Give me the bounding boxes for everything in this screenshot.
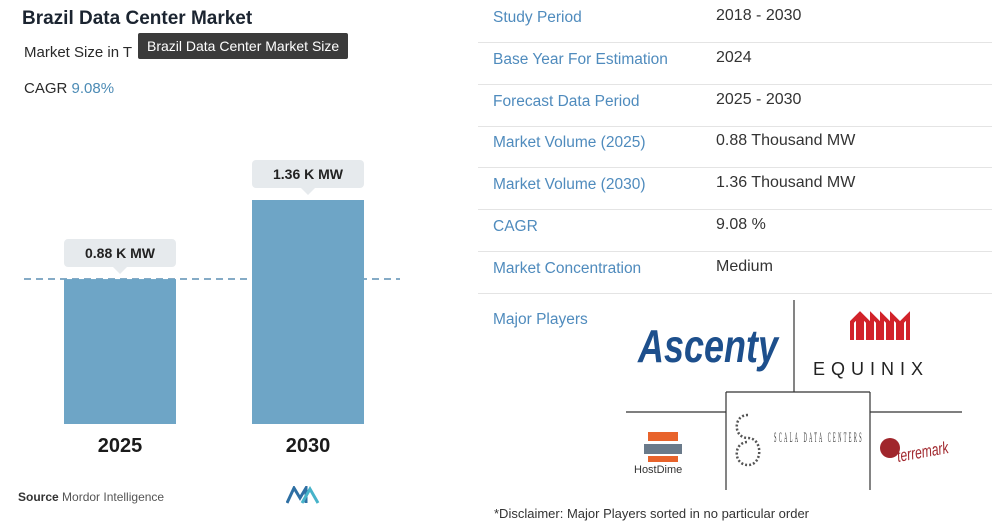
data-label-pointer [113, 267, 127, 275]
info-row-label: Study Period [493, 9, 582, 26]
data-label-2030: 1.36 K MW [252, 160, 364, 195]
info-row: Market Volume (2030) 1.36 Thousand MW [478, 167, 992, 211]
source-value: Mordor Intelligence [62, 490, 165, 504]
source-note: Source Mordor Intelligence [18, 490, 164, 504]
scala-logo-icon: SCALA DATA CENTERS [735, 413, 864, 467]
tooltip: Brazil Data Center Market Size [138, 33, 349, 59]
info-row: Market Concentration Medium [478, 251, 992, 294]
info-row: Study Period 2018 - 2030 [478, 0, 992, 43]
major-players-logos: Ascenty EQUINIX HostDime SCALA DATA CENT… [626, 300, 962, 490]
info-row-label: CAGR [493, 218, 538, 235]
bar-2025 [64, 279, 176, 424]
info-row-value: 0.88 Thousand MW [716, 132, 856, 150]
x-tick-label: 2025 [98, 435, 143, 457]
info-row-value: 2024 [716, 48, 752, 66]
scala-logo-text: SCALA DATA CENTERS [774, 430, 864, 446]
data-label-2025: 0.88 K MW [64, 239, 176, 275]
info-row-value: Medium [716, 257, 773, 275]
equinix-logo-text: EQUINIX [813, 359, 929, 379]
cagr-value: 9.08% [71, 80, 115, 97]
info-row-label: Forecast Data Period [493, 92, 640, 110]
data-label-box [252, 160, 364, 188]
chart-title: Brazil Data Center Market [22, 8, 253, 29]
info-row-label: Base Year For Estimation [493, 50, 668, 68]
info-row: Base Year For Estimation 2024 [478, 42, 992, 85]
info-row-label: Market Volume (2025) [493, 134, 646, 152]
bar-chart: 0.88 K MW 2025 1.36 K MW 2030 [24, 160, 400, 457]
major-players-label: Major Players [493, 311, 588, 328]
info-row-value: 2018 - 2030 [716, 7, 802, 24]
x-tick-label: 2030 [286, 435, 331, 457]
cagr-label: CAGR [24, 80, 68, 97]
hostdime-logo-text: HostDime [634, 464, 682, 476]
data-label-box [64, 239, 176, 268]
info-row-value: 2025 - 2030 [716, 90, 802, 108]
terremark-logo-text: terremark [895, 438, 951, 466]
cagr-summary: CAGR 9.08% [24, 80, 114, 97]
ascenty-logo-text: Ascenty [637, 320, 780, 372]
chart-subtitle: Market Size in T [24, 44, 133, 61]
hostdime-logo-icon: HostDime [634, 432, 682, 476]
mordor-logo-icon [286, 486, 320, 504]
data-label-text: 1.36 K MW [273, 166, 344, 182]
ascenty-logo-icon: Ascenty [637, 320, 780, 372]
info-row: Market Volume (2025) 0.88 Thousand MW [478, 125, 992, 169]
terremark-logo-icon: terremark [880, 438, 951, 466]
chart-panel: Brazil Data Center Market Market Size in… [0, 0, 440, 520]
bar-2030 [252, 200, 364, 424]
info-row: Forecast Data Period 2025 - 2030 [478, 84, 992, 127]
info-row-value: 1.36 Thousand MW [716, 174, 856, 192]
info-row-label: Market Concentration [493, 259, 642, 277]
info-row-value: 9.08 % [716, 216, 766, 233]
data-label-text: 0.88 K MW [85, 245, 156, 261]
source-label: Source [18, 490, 59, 504]
data-label-pointer [301, 188, 315, 195]
equinix-logo-icon: EQUINIX [813, 311, 929, 379]
info-row-label: Market Volume (2030) [493, 176, 646, 194]
info-row: CAGR 9.08 % [478, 209, 992, 252]
info-panel: Study Period 2018 - 2030 Base Year For Est… [478, 0, 992, 521]
disclaimer: *Disclaimer: Major Players sorted in no … [494, 506, 810, 521]
